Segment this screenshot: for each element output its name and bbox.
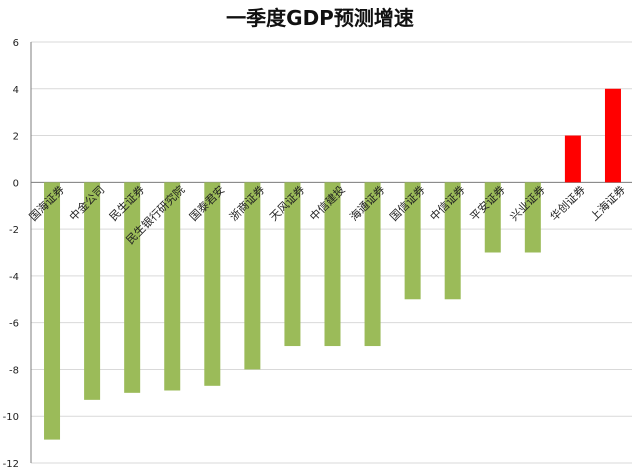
bar-5 [244, 182, 261, 370]
y-tick-label: -2 [9, 225, 19, 236]
y-tick-label: 0 [13, 178, 19, 189]
bar-14 [604, 88, 621, 183]
bars [44, 88, 621, 440]
bar-1 [84, 182, 101, 400]
bar-8 [364, 182, 381, 347]
category-label: 华创证券 [547, 183, 588, 224]
y-tick-label: -12 [3, 459, 19, 470]
bar-4 [204, 182, 221, 386]
y-axis-ticks: 6 4 2 0 -2 -4 -6 -8 -10 -12 [3, 38, 19, 470]
bar-0 [44, 182, 61, 440]
y-tick-label: 6 [13, 38, 19, 49]
bar-9 [404, 182, 421, 300]
bar-3 [164, 182, 181, 391]
bar-13 [564, 135, 581, 183]
y-tick-label: -10 [3, 412, 19, 423]
y-tick-label: -6 [9, 319, 19, 330]
y-tick-label: -8 [9, 365, 19, 376]
y-tick-label: 4 [13, 85, 19, 96]
bar-12 [524, 182, 541, 253]
chart-title: 一季度GDP预测增速 [226, 6, 414, 30]
bar-6 [284, 182, 301, 347]
category-label: 上海证券 [587, 183, 628, 224]
bar-7 [324, 182, 341, 347]
bar-2 [124, 182, 141, 393]
bar-10 [444, 182, 461, 300]
y-tick-label: -4 [9, 272, 19, 283]
bar-11 [484, 182, 501, 253]
y-tick-label: 2 [13, 132, 19, 143]
